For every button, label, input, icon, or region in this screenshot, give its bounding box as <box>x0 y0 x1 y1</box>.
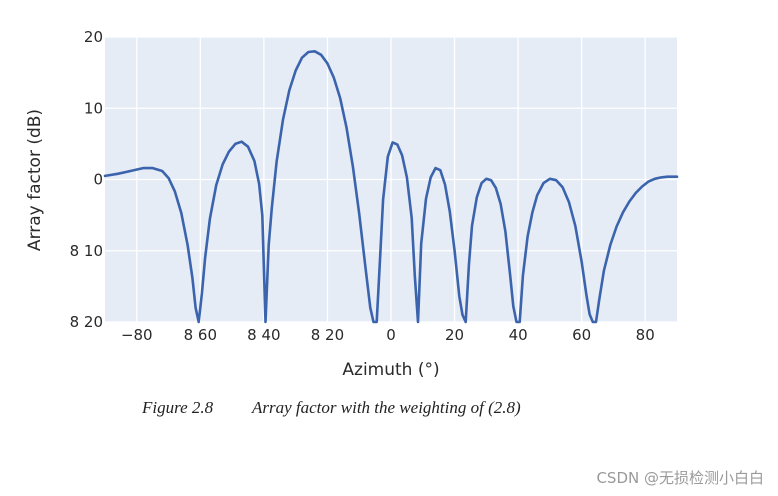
x-tick-label: 40 <box>509 326 528 344</box>
figure-caption: Figure 2.8 Array factor with the weightin… <box>142 398 521 418</box>
y-tick-label: 10 <box>84 99 103 117</box>
x-axis-title: Azimuth (°) <box>342 360 439 380</box>
x-tick-label: 8 60 <box>184 326 217 344</box>
x-tick-label: 8 40 <box>247 326 280 344</box>
y-tick-label: 8 20 <box>70 313 103 331</box>
x-tick-label: 0 <box>386 326 396 344</box>
x-tick-label: 60 <box>572 326 591 344</box>
figure-number: Figure 2.8 <box>142 398 214 417</box>
data-series <box>103 50 679 324</box>
y-axis-title: Array factor (dB) <box>25 109 45 251</box>
x-tick-label: 80 <box>636 326 655 344</box>
y-tick-label: 20 <box>84 28 103 46</box>
figure-caption-text: Array factor with the weighting of (2.8) <box>252 398 521 417</box>
y-tick-labels: 20 10 0 8 10 8 20 <box>70 28 103 331</box>
y-tick-label: 0 <box>93 171 103 189</box>
watermark: CSDN @无损检测小白白 <box>596 469 764 487</box>
x-tick-labels: −80 8 60 8 40 8 20 0 20 40 60 80 <box>121 326 655 344</box>
series-line-0 <box>103 50 679 324</box>
y-tick-label: 8 10 <box>70 242 103 260</box>
x-tick-label: 20 <box>445 326 464 344</box>
gridlines <box>105 36 677 323</box>
x-tick-label: −80 <box>121 326 153 344</box>
x-tick-label: 8 20 <box>311 326 344 344</box>
